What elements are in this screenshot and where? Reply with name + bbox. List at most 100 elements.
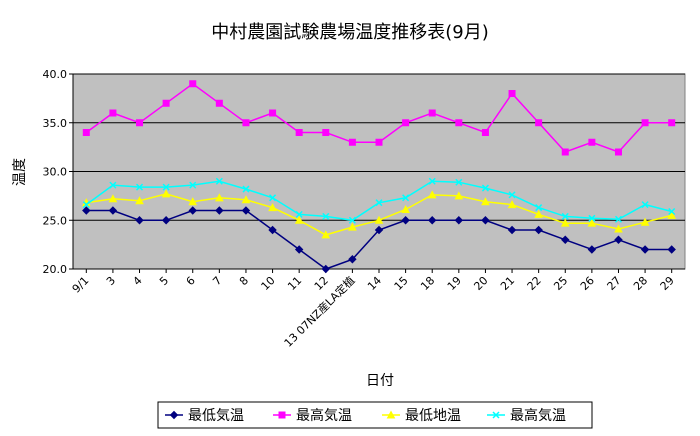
marker-stroke xyxy=(82,201,90,209)
data-point xyxy=(481,184,489,192)
data-point xyxy=(375,199,383,207)
data-point xyxy=(268,225,277,235)
data-point xyxy=(454,191,464,200)
x-tick-label: 15 xyxy=(392,274,411,293)
marker-stroke xyxy=(135,183,144,191)
data-point xyxy=(161,216,171,225)
marker-stroke xyxy=(242,185,250,193)
y-axis-label: 温度 xyxy=(12,158,28,186)
x-tick-label: 18 xyxy=(418,274,437,293)
marker-stroke xyxy=(189,181,197,189)
legend-item: 最低気温 xyxy=(165,408,244,424)
data-point xyxy=(215,177,223,185)
data-point xyxy=(641,201,649,209)
data-point xyxy=(587,245,597,254)
data-point xyxy=(135,196,144,205)
data-point xyxy=(241,195,251,204)
data-point xyxy=(507,200,517,209)
data-point xyxy=(322,212,330,220)
data-point xyxy=(535,119,543,127)
data-point xyxy=(188,197,198,206)
data-point xyxy=(455,178,463,186)
legend-label: 最低地温 xyxy=(405,408,461,424)
data-point xyxy=(108,194,118,203)
data-point xyxy=(481,129,489,136)
data-point xyxy=(215,206,224,215)
x-tick-label: 3 xyxy=(104,274,118,288)
series-1 xyxy=(82,206,676,274)
series-4 xyxy=(82,177,676,224)
data-point xyxy=(481,197,490,206)
data-point xyxy=(560,218,570,227)
marker-stroke xyxy=(561,212,569,220)
x-tick-label: 5 xyxy=(157,274,171,288)
x-tick-label: 27 xyxy=(605,274,624,293)
data-point xyxy=(294,215,304,224)
data-point xyxy=(668,207,676,216)
data-point xyxy=(295,210,303,218)
x-tick-label: 22 xyxy=(525,274,544,293)
marker-stroke xyxy=(588,214,596,222)
data-point xyxy=(535,204,543,212)
x-tick-label: 8 xyxy=(237,274,251,288)
legend-marker xyxy=(492,411,500,419)
marker-stroke xyxy=(295,210,303,218)
data-point xyxy=(428,216,437,225)
legend-marker xyxy=(386,410,396,419)
y-tick-label: 30.0 xyxy=(43,166,68,179)
x-tick-label: 20 xyxy=(471,274,490,293)
data-point xyxy=(561,212,569,220)
data-point xyxy=(108,206,118,215)
x-tick-label: 25 xyxy=(551,274,570,293)
data-point xyxy=(82,206,91,215)
y-tick-label: 20.0 xyxy=(43,263,68,276)
data-point xyxy=(109,109,117,117)
y-tick-label: 40.0 xyxy=(43,68,68,81)
series-2 xyxy=(82,80,676,156)
data-point xyxy=(588,214,596,222)
data-point xyxy=(188,206,197,215)
x-tick-label: 19 xyxy=(445,274,464,293)
y-tick-label: 25.0 xyxy=(43,214,68,227)
data-point xyxy=(427,190,437,199)
data-point xyxy=(561,235,570,244)
series-layer xyxy=(81,80,677,274)
data-point xyxy=(109,181,117,189)
x-tick-label: 21 xyxy=(498,274,517,293)
x-tick-label: 28 xyxy=(631,274,650,293)
data-point xyxy=(136,119,144,127)
data-point xyxy=(322,129,330,136)
legend-item: 最高気温 xyxy=(487,407,566,424)
legend-label: 最高気温 xyxy=(296,407,352,424)
data-point xyxy=(507,225,517,235)
x-tick-label: 14 xyxy=(365,274,384,293)
data-point xyxy=(587,218,597,227)
data-point xyxy=(269,109,277,117)
data-point xyxy=(242,119,250,127)
y-axis-ticks: 20.0 25.0 30.0 35.0 40.0 xyxy=(43,68,68,276)
marker-stroke xyxy=(402,194,410,202)
data-point xyxy=(508,191,516,199)
x-tick-label: 7 xyxy=(210,274,224,288)
marker-stroke xyxy=(492,411,500,419)
data-point xyxy=(508,90,516,97)
data-point xyxy=(189,181,197,189)
x-tick-label: 10 xyxy=(259,274,278,293)
data-point xyxy=(215,193,224,202)
data-point xyxy=(614,215,623,223)
series-3 xyxy=(81,189,677,239)
data-point xyxy=(161,189,171,198)
data-point xyxy=(374,225,384,235)
marker-stroke xyxy=(375,199,383,207)
data-point xyxy=(189,80,197,88)
marker-stroke xyxy=(215,177,223,185)
data-point xyxy=(401,204,410,214)
chart-title: 中村農園試験農場温度推移表(9月) xyxy=(211,22,489,43)
data-point xyxy=(348,255,357,264)
data-point xyxy=(588,138,596,146)
data-point xyxy=(401,216,410,225)
data-point xyxy=(614,235,623,244)
data-point xyxy=(135,183,144,191)
